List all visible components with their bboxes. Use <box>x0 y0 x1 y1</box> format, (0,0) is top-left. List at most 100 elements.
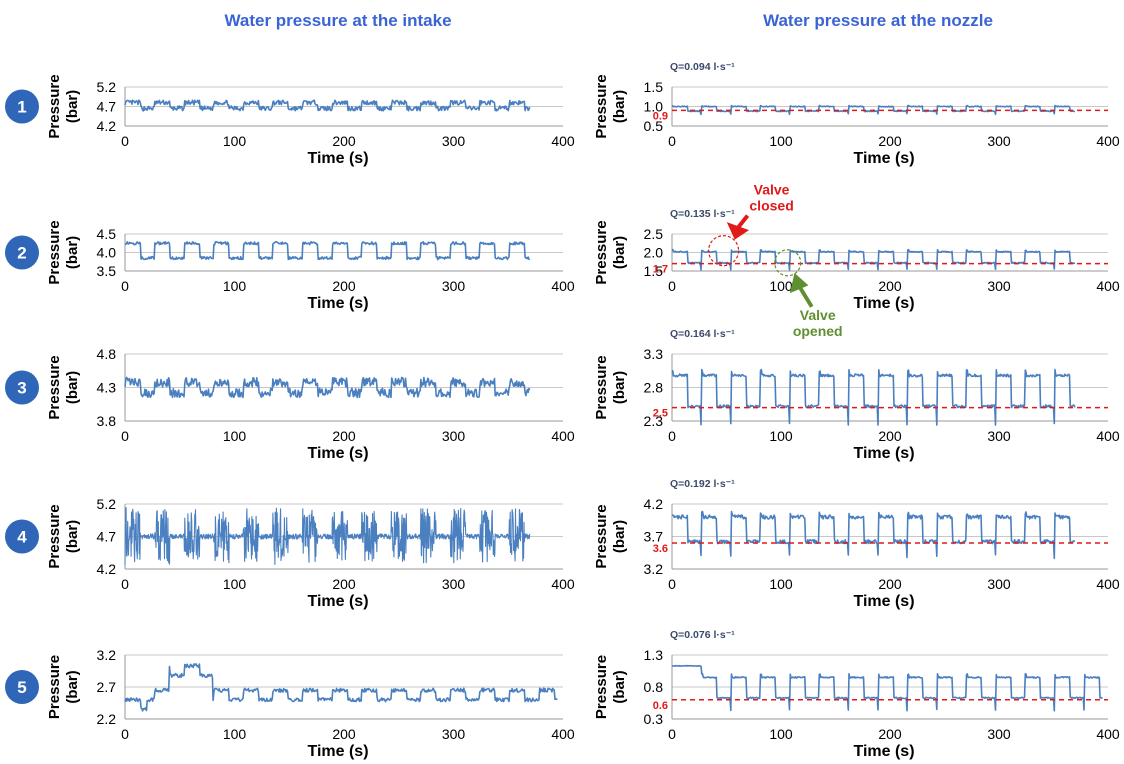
intake-3-xtick: 200 <box>332 428 356 444</box>
intake-1-xtick: 200 <box>332 133 356 149</box>
nozzle-4-flow-label: Q=0.192 l·s⁻¹ <box>670 478 735 490</box>
valve-opened-arrow-icon <box>789 273 814 308</box>
intake-5-xtick: 200 <box>332 726 356 742</box>
nozzle-3-ytick: 3.3 <box>644 346 664 362</box>
intake-5-xtick: 400 <box>551 726 575 742</box>
intake-2-ylabel: Pressure(bar) <box>46 220 81 284</box>
intake-5-ytick: 2.7 <box>97 679 117 695</box>
intake-3-xtick: 400 <box>551 428 575 444</box>
nozzle-1-xlabel: Time (s) <box>853 150 914 167</box>
nozzle-2-ytick: 1.5 <box>644 263 664 279</box>
nozzle-4-ytick: 3.2 <box>644 561 664 577</box>
intake-4-ytick: 4.2 <box>97 561 117 577</box>
intake-4-xtick: 200 <box>332 576 356 592</box>
nozzle-2-xtick: 300 <box>987 278 1011 294</box>
valve-closed-marker <box>707 235 740 267</box>
row-badge-5 <box>5 670 39 704</box>
nozzle-3-xtick: 300 <box>987 428 1011 444</box>
intake-5-xtick: 100 <box>223 726 247 742</box>
intake-3-ytick: 4.3 <box>97 380 117 396</box>
nozzle-3-ytick: 2.8 <box>644 380 664 396</box>
nozzle-3-chart: 3.3 2.8 2.30 100 200 300 400 Time (s) Pressure(b… <box>593 328 1120 462</box>
intake-2-xtick: 0 <box>121 278 129 294</box>
intake-1-series-line <box>124 99 531 112</box>
nozzle-5-xtick: 400 <box>1096 726 1120 742</box>
nozzle-3-xlabel: Time (s) <box>853 445 914 462</box>
nozzle-2-xtick: 0 <box>668 278 676 294</box>
nozzle-1-chart: 1.5 1.0 0.50 100 200 300 400 Time (s) Pressure(b… <box>593 61 1120 167</box>
intake-5-xlabel: Time (s) <box>307 743 368 760</box>
intake-2-xtick: 300 <box>442 278 466 294</box>
nozzle-1-xtick: 400 <box>1096 133 1120 149</box>
nozzle-1-xtick: 300 <box>987 133 1011 149</box>
intake-2-xtick: 100 <box>223 278 247 294</box>
nozzle-1-series-line <box>671 104 1075 116</box>
intake-1-xtick: 300 <box>442 133 466 149</box>
intake-4-xlabel: Time (s) <box>307 593 368 610</box>
row-label-1: 1 <box>17 98 26 117</box>
nozzle-5-ylabel: Pressure(bar) <box>593 655 628 719</box>
nozzle-4-reference-label: 3.6 <box>653 543 668 555</box>
nozzle-1-flow-label: Q=0.094 l·s⁻¹ <box>670 61 735 73</box>
nozzle-4-ytick: 3.7 <box>644 529 664 545</box>
intake-1-ytick: 5.2 <box>97 79 117 95</box>
intake-4-xtick: 400 <box>551 576 575 592</box>
intake-1-chart: 1 5.2 4.7 4.20 100 200 300 400 Time (s) Pressure(… <box>5 74 575 167</box>
intake-3-xlabel: Time (s) <box>307 445 368 462</box>
valve-closed-label-2: closed <box>749 198 793 214</box>
valve-closed-arrow-icon <box>726 214 750 240</box>
nozzle-2-xtick: 200 <box>878 278 902 294</box>
nozzle-3-xtick: 0 <box>668 428 676 444</box>
row-badge-4 <box>5 519 39 554</box>
nozzle-3-ytick: 2.3 <box>644 413 664 429</box>
intake-4-ytick: 5.2 <box>97 496 117 512</box>
intake-1-xlabel: Time (s) <box>307 150 368 167</box>
nozzle-2-ylabel: Pressure(bar) <box>593 220 628 284</box>
valve-opened-label-2: opened <box>793 323 843 339</box>
nozzle-1-ytick: 1.5 <box>644 79 664 95</box>
intake-5-series-line <box>124 663 558 712</box>
nozzle-header: Water pressure at the nozzle <box>763 11 993 30</box>
nozzle-1-reference-label: 0.9 <box>653 110 668 122</box>
nozzle-4-chart: 4.2 3.7 3.20 100 200 300 400 Time (s) Pressure(b… <box>593 478 1120 610</box>
intake-1-xtick: 400 <box>551 133 575 149</box>
valve-opened-marker <box>774 249 802 277</box>
intake-2-xlabel: Time (s) <box>307 295 368 312</box>
nozzle-3-xtick: 400 <box>1096 428 1120 444</box>
nozzle-1-ytick: 1.0 <box>644 99 664 115</box>
nozzle-1-xtick: 200 <box>878 133 902 149</box>
nozzle-4-xtick: 0 <box>668 576 676 592</box>
nozzle-4-xtick: 300 <box>987 576 1011 592</box>
intake-3-xtick: 0 <box>121 428 129 444</box>
nozzle-5-xtick: 200 <box>878 726 902 742</box>
intake-1-ytick: 4.2 <box>97 118 117 134</box>
nozzle-4-xtick: 200 <box>878 576 902 592</box>
row-label-5: 5 <box>17 678 26 697</box>
nozzle-2-reference-label: 1.7 <box>653 264 668 276</box>
intake-5-ytick: 2.2 <box>97 711 117 727</box>
intake-5-chart: 5 3.2 2.7 2.20 100 200 300 400 Time (s) Pressure(… <box>5 647 575 760</box>
intake-1-ytick: 4.7 <box>97 99 117 115</box>
intake-4-ytick: 4.7 <box>97 529 117 545</box>
intake-5-xtick: 300 <box>442 726 466 742</box>
intake-2-xtick: 200 <box>332 278 356 294</box>
valve-opened-label-1: Valve <box>800 307 836 323</box>
row-badge-2 <box>5 235 39 270</box>
intake-3-chart: 3 4.8 4.3 3.80 100 200 300 400 Time (s) Pressure(… <box>5 346 575 462</box>
nozzle-5-series-line <box>671 664 1103 712</box>
nozzle-5-ytick: 0.8 <box>644 679 664 695</box>
nozzle-2-xtick: 400 <box>1096 278 1120 294</box>
intake-2-ytick: 4.5 <box>97 226 117 242</box>
intake-1-xtick: 100 <box>223 133 247 149</box>
nozzle-3-reference-label: 2.5 <box>653 408 668 420</box>
intake-3-xtick: 300 <box>442 428 466 444</box>
intake-2-series-line <box>124 241 531 261</box>
nozzle-4-xtick: 100 <box>769 576 793 592</box>
nozzle-5-xtick: 100 <box>769 726 793 742</box>
nozzle-3-xtick: 100 <box>769 428 793 444</box>
intake-5-ytick: 3.2 <box>97 647 117 663</box>
intake-5-xtick: 0 <box>121 726 129 742</box>
nozzle-3-flow-label: Q=0.164 l·s⁻¹ <box>670 328 735 340</box>
intake-4-xtick: 300 <box>442 576 466 592</box>
